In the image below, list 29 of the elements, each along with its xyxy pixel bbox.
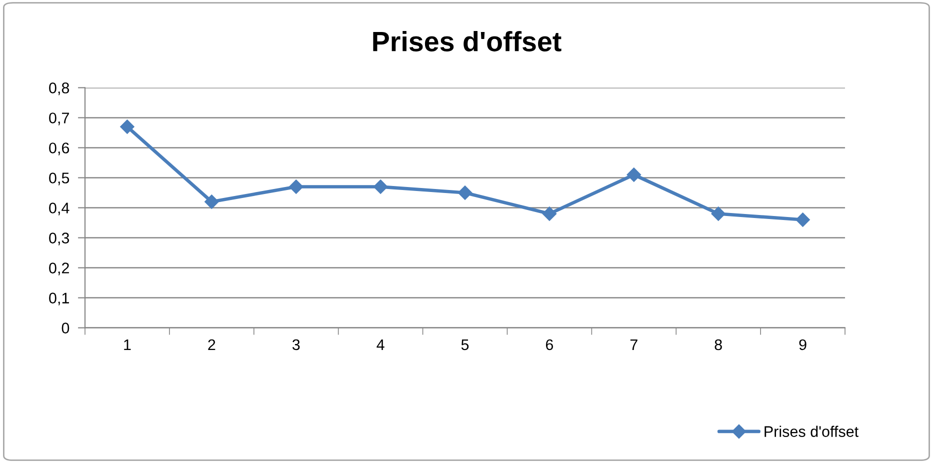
point — [120, 120, 134, 134]
point — [796, 212, 810, 227]
y-tick-label: 0 — [62, 322, 70, 334]
y-tick-label: 0,7 — [49, 112, 69, 126]
point — [204, 194, 219, 209]
point — [711, 206, 726, 221]
chart-title: Prises d'offset — [373, 31, 562, 52]
point — [626, 168, 641, 182]
x-tick-label: 2 — [208, 339, 216, 350]
x-tick-label: 9 — [799, 339, 806, 350]
y-tick-label: 0,5 — [49, 172, 70, 186]
x-tick-label: 4 — [376, 339, 384, 350]
y-tick-label: 0,8 — [49, 82, 70, 96]
point — [458, 186, 472, 200]
y-tick-label: 0,4 — [49, 202, 70, 216]
y-tick-label: 0,1 — [49, 292, 69, 306]
y-tick-label: 0,6 — [49, 142, 70, 156]
x-tick-label: 1 — [124, 339, 131, 350]
point — [373, 180, 388, 194]
y-tick-label: 0,2 — [49, 262, 69, 276]
point — [289, 180, 304, 194]
x-tick-label: 7 — [630, 339, 638, 350]
x-tick-label: 5 — [461, 339, 469, 350]
x-tick-label: 3 — [292, 339, 300, 350]
x-tick-label: 6 — [546, 339, 554, 350]
y-tick-label: 0,3 — [49, 232, 70, 246]
legend-label: Prises d'offset — [764, 426, 858, 437]
point — [542, 206, 557, 221]
x-tick-label: 8 — [714, 339, 722, 350]
